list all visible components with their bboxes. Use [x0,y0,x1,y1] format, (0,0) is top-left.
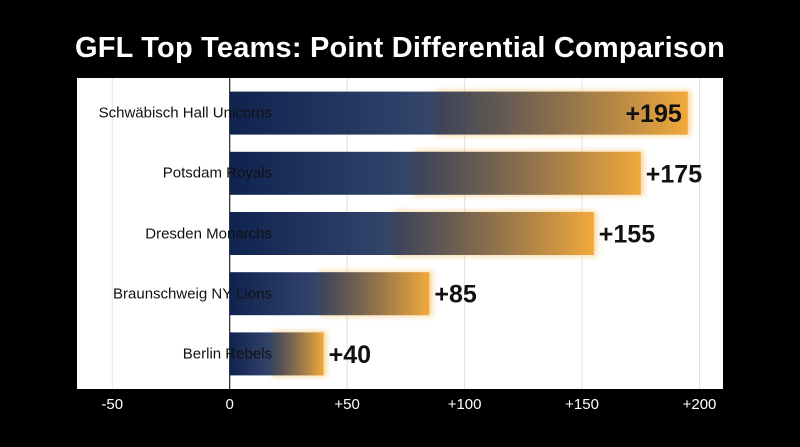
category-label: Berlin Rebels [182,345,272,363]
bar-value-label: +175 [646,160,702,188]
bar [229,332,324,376]
bar [229,212,594,255]
chart-title: GFL Top Teams: Point Differential Compar… [74,32,726,64]
bar-value-label: +155 [599,221,655,249]
x-tick-label: +100 [447,396,482,413]
bar-value-label: +85 [434,281,477,309]
bar [229,91,688,135]
category-label: Dresden Monarchs [145,225,272,242]
bar [229,272,430,316]
x-tick-label: -50 [101,396,124,413]
x-tick-label: 0 [225,396,234,413]
x-tick-label: +150 [565,396,599,413]
bar-value-label: +40 [329,341,371,369]
x-tick-label: +50 [334,396,360,413]
x-tick-label: +200 [682,396,717,413]
category-label: Potsdam Royals [162,164,272,182]
category-label: Braunschweig NY Lions [113,285,272,303]
category-label: Schwäbisch Hall Unicorns [98,104,272,122]
bar-value-label: +195 [625,100,681,128]
bar [229,151,641,195]
